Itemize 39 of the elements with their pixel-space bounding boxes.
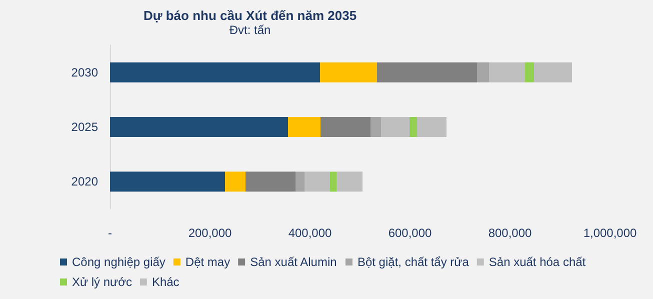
bar (110, 172, 225, 192)
bar (304, 172, 330, 192)
bar (410, 117, 417, 137)
bar (110, 62, 320, 82)
bar (370, 117, 381, 137)
x-tick-label: 200,000 (188, 226, 232, 240)
bar (288, 117, 320, 137)
bar (246, 172, 296, 192)
y-tick-label: 2030 (71, 65, 98, 80)
x-tick-label: 1,000,000 (583, 226, 638, 240)
bar (330, 172, 336, 192)
chart-title: Dự báo nhu cầu Xút đến năm 2035 (143, 8, 357, 23)
bar (534, 62, 572, 82)
bar (296, 172, 304, 192)
bar (381, 117, 410, 137)
legend-label: Dệt may (185, 255, 230, 269)
legend-label: Sản xuất Alumin (250, 255, 337, 269)
bar (417, 117, 446, 137)
bar (320, 62, 377, 82)
x-tick-label: 600,000 (388, 226, 432, 240)
y-tick-label: 2020 (71, 174, 98, 189)
bar (489, 62, 525, 82)
legend-label: Sản xuất hóa chất (488, 255, 586, 269)
legend-label: Xử lý nước (72, 275, 132, 289)
x-tick-label: 800,000 (488, 226, 532, 240)
legend-label: Công nghiệp giấy (72, 255, 166, 269)
bar (320, 117, 370, 137)
y-tick-label: 2025 (71, 120, 98, 134)
x-tick-label: 400,000 (288, 226, 332, 240)
bar (110, 117, 288, 137)
legend-label: Khác (152, 275, 180, 289)
bar (377, 62, 477, 82)
bar (225, 172, 246, 192)
bar (336, 172, 362, 192)
chart-subtitle: Đvt: tấn (229, 23, 271, 37)
bar (477, 62, 489, 82)
bar (525, 62, 534, 82)
legend-label: Bột giặt, chất tẩy rửa (357, 255, 470, 269)
x-tick-label: - (108, 226, 112, 240)
